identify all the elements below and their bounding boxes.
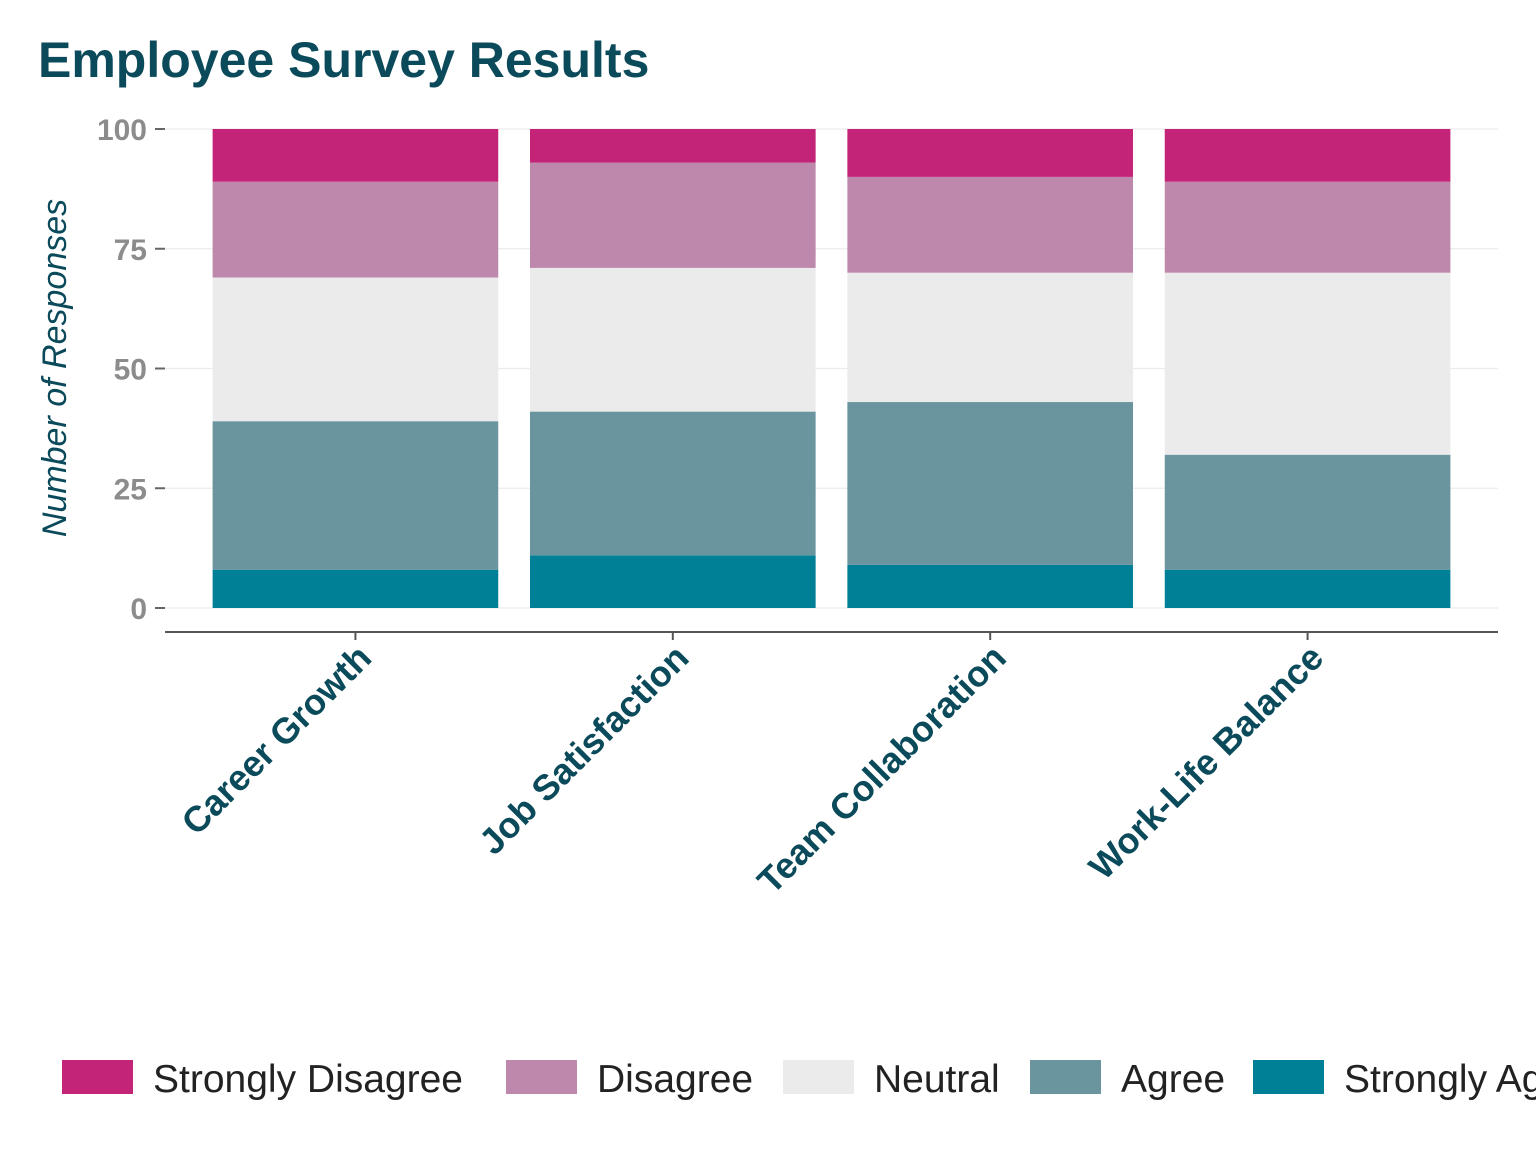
- legend-label-strongly-agree: Strongly Agree: [1344, 1058, 1536, 1101]
- bar-work-life-balance-strongly-agree: [1164, 569, 1451, 608]
- bar-career-growth-disagree: [212, 181, 499, 278]
- bars: [212, 129, 1451, 608]
- legend-label-neutral: Neutral: [874, 1058, 1000, 1101]
- bar-team-collaboration-neutral: [847, 272, 1134, 403]
- bar-career-growth-agree: [212, 421, 499, 570]
- bar-team-collaboration-agree: [847, 402, 1134, 565]
- bar-work-life-balance-agree: [1164, 454, 1451, 570]
- legend-label-disagree: Disagree: [597, 1058, 753, 1101]
- x-tick-label-career-growth: Career Growth: [173, 637, 379, 843]
- y-tick-label-75: 75: [114, 234, 147, 267]
- legend: Strongly Disagree Disagree Neutral Agree Str…: [62, 1058, 1536, 1101]
- bar-job-satisfaction-strongly-disagree: [529, 129, 816, 163]
- x-tick-label-work-life-balance: Work-Life Balance: [1081, 637, 1332, 888]
- bar-career-growth-neutral: [212, 277, 499, 422]
- legend-label-agree: Agree: [1121, 1058, 1225, 1101]
- legend-swatch-disagree: [506, 1060, 577, 1094]
- bar-job-satisfaction-disagree: [529, 162, 816, 268]
- y-tick-label-0: 0: [130, 593, 147, 626]
- bar-job-satisfaction-neutral: [529, 267, 816, 412]
- bar-work-life-balance-strongly-disagree: [1164, 129, 1451, 182]
- bar-career-growth-strongly-agree: [212, 569, 499, 608]
- y-axis-label: Number of Responses: [36, 199, 74, 537]
- legend-swatch-strongly-disagree: [62, 1060, 133, 1094]
- bar-work-life-balance-disagree: [1164, 181, 1451, 273]
- y-tick-label-50: 50: [114, 354, 147, 387]
- bar-job-satisfaction-strongly-agree: [529, 555, 816, 608]
- chart-title: Employee Survey Results: [38, 32, 649, 88]
- bar-career-growth-strongly-disagree: [212, 129, 499, 182]
- legend-label-strongly-disagree: Strongly Disagree: [153, 1058, 463, 1101]
- bar-work-life-balance-neutral: [1164, 272, 1451, 455]
- legend-swatch-strongly-agree: [1253, 1060, 1324, 1094]
- bar-team-collaboration-disagree: [847, 176, 1134, 273]
- x-tick-label-team-collaboration: Team Collaboration: [749, 637, 1014, 902]
- bar-team-collaboration-strongly-agree: [847, 564, 1134, 608]
- y-tick-label-100: 100: [97, 114, 147, 147]
- x-tick-label-job-satisfaction: Job Satisfaction: [471, 637, 697, 863]
- bar-team-collaboration-strongly-disagree: [847, 129, 1134, 177]
- legend-swatch-agree: [1030, 1060, 1101, 1094]
- bar-job-satisfaction-agree: [529, 411, 816, 556]
- legend-swatch-neutral: [783, 1060, 854, 1094]
- y-tick-label-25: 25: [114, 473, 147, 506]
